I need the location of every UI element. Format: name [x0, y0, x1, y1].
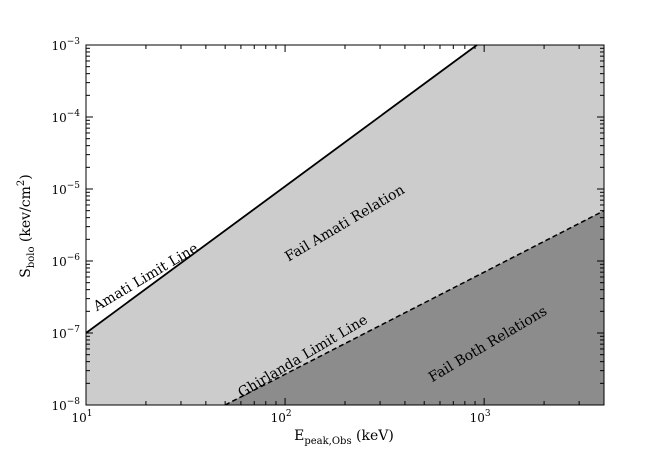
- x-tick-label: 101: [71, 409, 92, 425]
- y-tick-label: 10−4: [51, 109, 80, 125]
- x-tick-label: 103: [470, 409, 491, 425]
- y-tick-label: 10−6: [51, 253, 80, 269]
- plot-frame: [85, 44, 605, 406]
- ticks-layer: 101 102 103 10−8 10−7 10−6 10−5 10−4 10−3: [51, 37, 605, 425]
- lines-layer: [85, 44, 605, 406]
- y-tick-label: 10−3: [51, 37, 80, 53]
- y-tick-label: 10−7: [51, 325, 80, 341]
- y-tick-label: 10−5: [51, 181, 80, 197]
- amati-limit-line: [85, 44, 478, 334]
- x-tick-label: 102: [271, 409, 292, 425]
- x-axis-label: Epeak,Obs (keV): [294, 428, 394, 447]
- ghirlanda-limit-line: [224, 210, 605, 406]
- y-axis-label: Sbolo (kev/cm2): [16, 174, 37, 278]
- y-tick-label: 10−8: [51, 397, 80, 413]
